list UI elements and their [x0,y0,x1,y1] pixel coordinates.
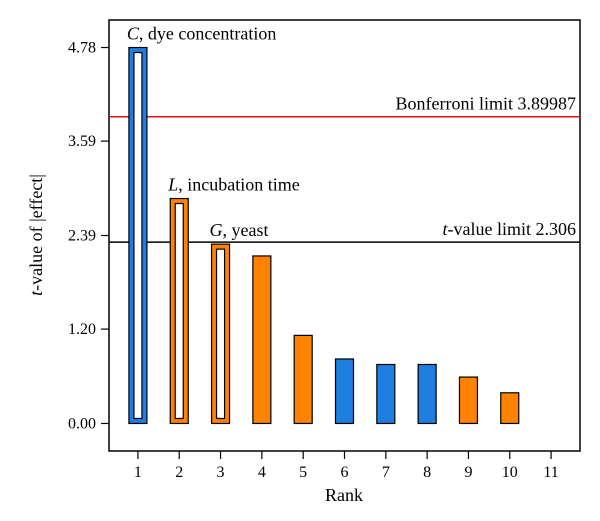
x-axis: 1 2 3 4 5 6 7 8 9 10 11 [134,451,559,481]
bar-rank-4 [252,255,272,425]
bar-rank-10 [500,392,520,425]
reference-labels: Bonferroni limit 3.89987 t-value limit 2.… [396,94,576,239]
t-value-limit-label: t-value limit 2.306 [443,219,577,239]
x-axis-title: Rank [325,485,363,505]
bar-labels: C, dye concentration L, incubation time G,… [127,24,300,241]
bar-label-rank-3: G, yeast [210,220,269,240]
bar-label-rank-1: C, dye concentration [127,24,276,44]
bar-rank-9 [458,376,479,425]
x-tick-label: 10 [502,464,518,481]
y-tick-label: 2.39 [68,228,96,245]
x-tick-label: 1 [134,464,142,481]
x-tick-label: 8 [423,464,431,481]
x-tick-label: 7 [382,464,390,481]
bar-rank-3-inner [215,248,226,420]
y-tick-label: 4.78 [68,40,96,57]
x-tick-label: 9 [464,464,472,481]
y-axis: 0.00 1.20 2.39 3.59 4.78 [68,40,109,432]
y-tick-label: 1.20 [68,321,96,338]
x-tick-label: 3 [217,464,225,481]
y-tick-label: 0.00 [68,415,96,432]
x-tick-label: 5 [299,464,307,481]
bars [128,46,520,425]
bar-rank-5 [293,334,313,425]
x-tick-label: 11 [543,464,558,481]
x-tick-label: 6 [341,464,349,481]
bar-rank-7 [376,363,396,425]
x-tick-label: 4 [258,464,266,481]
bar-label-rank-2: L, incubation time [167,175,300,195]
bar-rank-1-inner [133,51,143,420]
y-tick-label: 3.59 [68,133,96,150]
bar-rank-8 [417,363,437,425]
bar-rank-2-inner [174,202,184,420]
bonferroni-limit-label: Bonferroni limit 3.89987 [396,94,576,114]
bar-rank-6 [334,358,355,425]
x-tick-label: 2 [175,464,183,481]
y-axis-title: t-value of |effect| [26,174,46,296]
